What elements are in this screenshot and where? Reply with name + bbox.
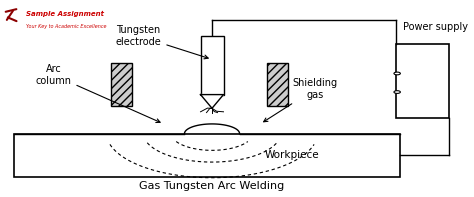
Text: Power supply: Power supply: [403, 22, 468, 32]
Polygon shape: [201, 95, 224, 108]
Text: Shielding
gas: Shielding gas: [264, 78, 338, 122]
Circle shape: [394, 91, 401, 93]
Text: Gas Tungsten Arc Welding: Gas Tungsten Arc Welding: [139, 181, 285, 191]
Bar: [15, 134, 401, 177]
Circle shape: [394, 72, 401, 75]
Bar: [267, 63, 288, 106]
Text: Arc
column: Arc column: [36, 64, 160, 123]
Text: Workpiece: Workpiece: [265, 150, 319, 160]
Text: Tungsten
electrode: Tungsten electrode: [116, 25, 208, 59]
Bar: [201, 36, 224, 95]
Bar: [396, 44, 448, 118]
Text: Your Key to Academic Excellence: Your Key to Academic Excellence: [26, 24, 107, 29]
Bar: [111, 63, 132, 106]
Text: Sample Assignment: Sample Assignment: [26, 10, 104, 17]
